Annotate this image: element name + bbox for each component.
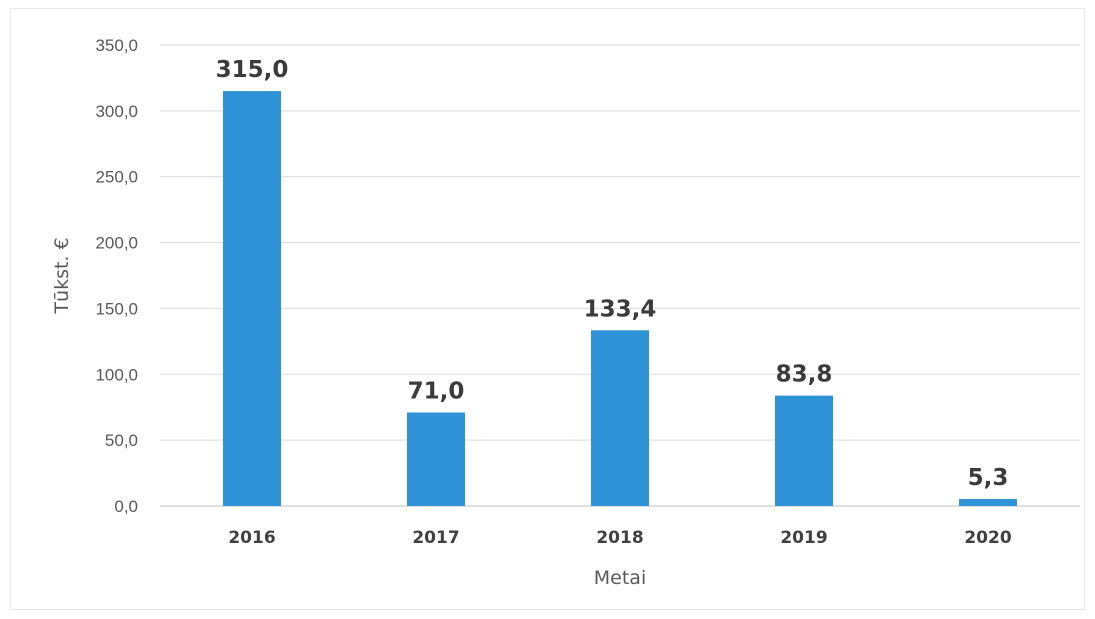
y-tick-label: 250,0	[95, 168, 138, 187]
y-axis-tick-labels: 0,0 50,0 100,0 150,0 200,0 250,0 300,0 350,0	[95, 36, 138, 516]
bar-2016	[223, 91, 281, 506]
bar-2017	[407, 412, 465, 506]
bar-2020	[959, 499, 1017, 506]
bar-2019	[775, 395, 833, 506]
y-tick-label: 200,0	[95, 234, 138, 253]
bar-2018	[591, 330, 649, 506]
y-tick-label: 150,0	[95, 299, 138, 318]
x-tick-label: 2016	[228, 528, 275, 548]
data-labels: 315,0 71,0 133,4 83,8 5,3	[216, 57, 1009, 491]
y-tick-label: 0,0	[114, 497, 138, 516]
x-tick-label: 2020	[964, 528, 1011, 548]
x-tick-label: 2018	[596, 528, 643, 548]
gridlines	[160, 44, 1080, 507]
x-tick-label: 2019	[780, 528, 827, 548]
y-axis-title: Tūkst. €	[51, 237, 73, 314]
bars	[223, 91, 1017, 506]
y-tick-label: 300,0	[95, 102, 138, 121]
chart-frame	[10, 8, 1085, 610]
data-label-2019: 83,8	[776, 362, 833, 388]
y-tick-label: 100,0	[95, 365, 138, 384]
y-tick-label: 350,0	[95, 36, 138, 55]
data-label-2018: 133,4	[584, 296, 657, 322]
data-label-2017: 71,0	[408, 378, 465, 404]
x-tick-label: 2017	[412, 528, 459, 548]
y-tick-label: 50,0	[105, 431, 138, 450]
x-axis-tick-labels: 2016 2017 2018 2019 2020	[228, 528, 1011, 548]
data-label-2016: 315,0	[216, 57, 289, 83]
x-axis-title: Metai	[594, 567, 646, 589]
data-label-2020: 5,3	[968, 465, 1009, 491]
